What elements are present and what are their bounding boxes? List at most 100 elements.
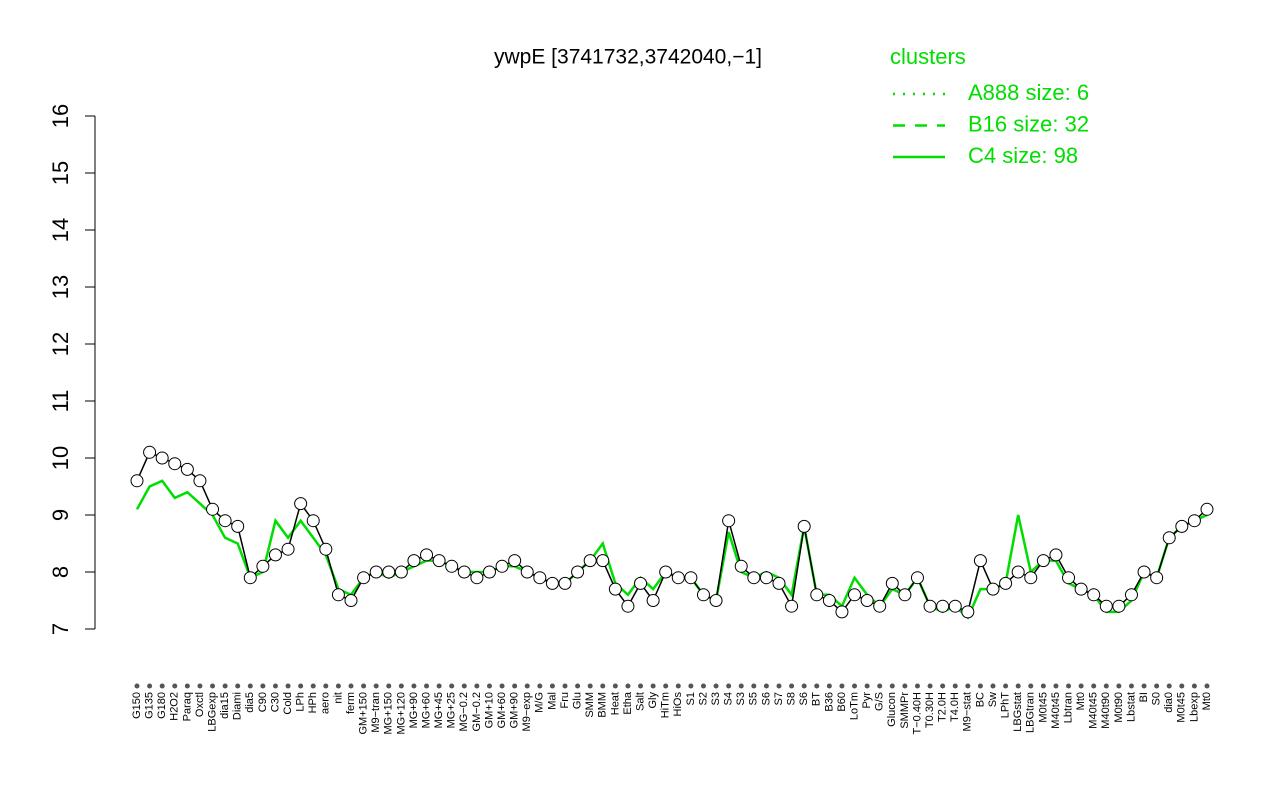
x-tick-label: S2	[697, 692, 709, 705]
x-tick-label: HiTm	[660, 692, 672, 718]
x-tick-label: LoTm	[848, 692, 860, 720]
point	[445, 559, 459, 573]
point	[696, 588, 710, 602]
point	[923, 599, 937, 613]
x-marker	[575, 683, 581, 689]
x-tick-label: BI	[1138, 692, 1150, 702]
point	[344, 594, 358, 607]
point	[533, 571, 547, 585]
x-marker	[272, 683, 278, 689]
x-tick-label: Mal	[546, 692, 558, 710]
x-marker	[1116, 683, 1122, 689]
point	[936, 599, 950, 613]
x-tick-label: MG+120	[395, 692, 407, 735]
x-marker	[1154, 683, 1160, 689]
point	[1175, 519, 1189, 533]
point	[180, 462, 194, 476]
x-tick-label: Gly	[647, 692, 659, 709]
x-marker	[310, 683, 316, 689]
x-marker	[147, 683, 153, 689]
x-marker	[474, 683, 480, 689]
point	[1011, 565, 1025, 579]
x-tick-label: Etha	[622, 691, 634, 715]
x-tick-label: MG+90	[408, 692, 420, 728]
point	[810, 588, 824, 602]
y-tick-label: 13	[48, 275, 73, 299]
legend-label: B16 size: 32	[968, 111, 1089, 136]
x-tick-label: SMMPr	[899, 692, 911, 729]
x-tick-label: dia15	[219, 692, 231, 719]
x-tick-label: dia0	[1163, 692, 1175, 713]
x-tick-label: GM+90	[509, 692, 521, 728]
x-marker	[965, 683, 971, 689]
point	[294, 497, 308, 511]
point	[885, 576, 899, 590]
x-marker	[801, 683, 807, 689]
point	[143, 445, 157, 459]
x-marker	[612, 683, 618, 689]
x-tick-label: Paraq	[181, 692, 193, 721]
x-marker	[940, 683, 946, 689]
x-tick-label: BC	[974, 692, 986, 707]
x-tick-label: Mt0	[1201, 692, 1213, 710]
point	[369, 565, 383, 579]
point	[848, 588, 862, 602]
x-marker	[688, 683, 694, 689]
x-tick-label: Lbtran	[1062, 692, 1074, 723]
x-marker	[864, 683, 870, 689]
x-tick-label: M40t45	[1050, 692, 1062, 729]
point	[797, 519, 811, 533]
x-tick-label: Sw	[987, 692, 999, 707]
x-tick-label: Glu	[571, 692, 583, 709]
x-marker	[852, 683, 858, 689]
point	[659, 565, 673, 579]
point	[508, 554, 522, 568]
x-marker	[789, 683, 795, 689]
point	[331, 588, 345, 602]
point	[130, 474, 144, 488]
x-tick-label: S6	[798, 692, 810, 705]
x-tick-label: B36	[823, 692, 835, 712]
point	[206, 502, 220, 516]
x-marker	[386, 683, 392, 689]
point	[822, 594, 836, 607]
x-marker	[902, 683, 908, 689]
x-tick-label: T−0.40H	[911, 692, 923, 735]
x-tick-label: Oxctl	[194, 692, 206, 717]
point	[545, 576, 559, 590]
x-tick-label: LBGtran	[1025, 692, 1037, 733]
x-tick-label: G150	[131, 692, 143, 719]
x-tick-label: M0t90	[1113, 692, 1125, 723]
x-marker	[1128, 683, 1134, 689]
x-marker	[512, 683, 518, 689]
point	[684, 571, 698, 585]
x-marker	[323, 683, 329, 689]
point	[1112, 599, 1126, 613]
point	[281, 542, 295, 556]
x-marker	[1066, 683, 1072, 689]
x-tick-label: HiOs	[672, 692, 684, 717]
point	[709, 594, 723, 607]
x-marker	[977, 683, 983, 689]
x-tick-label: S8	[785, 692, 797, 705]
point	[231, 519, 245, 533]
x-tick-label: LPh	[295, 692, 307, 712]
x-tick-label: Cold	[282, 692, 294, 715]
x-tick-label: S1	[685, 692, 697, 705]
point	[319, 542, 333, 556]
x-marker	[826, 683, 832, 689]
point	[734, 559, 748, 573]
point	[860, 594, 874, 607]
x-tick-label: LBGexp	[206, 692, 218, 732]
x-tick-label: M0t45	[1037, 692, 1049, 723]
x-marker	[751, 683, 757, 689]
x-tick-label: Mt0	[1075, 692, 1087, 710]
point	[432, 554, 446, 568]
x-marker	[650, 683, 656, 689]
point	[218, 514, 232, 528]
point	[671, 571, 685, 585]
x-marker	[587, 683, 593, 689]
x-marker	[1091, 683, 1097, 689]
y-tick-label: 10	[48, 446, 73, 470]
x-tick-label: SMM	[584, 692, 596, 718]
